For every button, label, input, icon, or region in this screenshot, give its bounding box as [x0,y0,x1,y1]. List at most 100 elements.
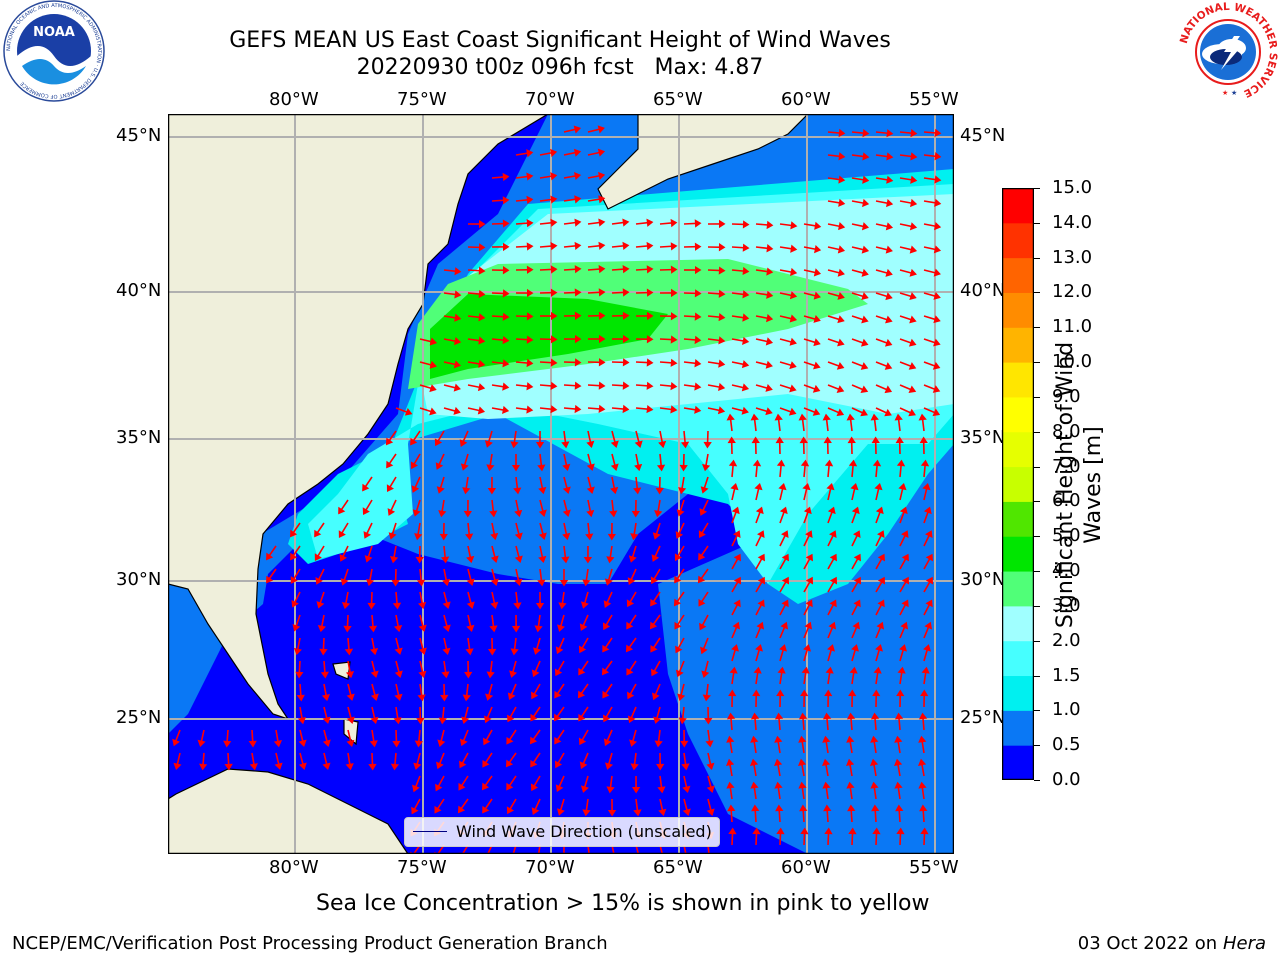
wave-direction-arrow [412,844,421,854]
wave-direction-arrowhead [578,667,586,676]
wave-direction-arrowhead [478,313,486,322]
wave-direction-arrowhead [538,555,547,564]
wave-direction-arrowhead [550,172,558,181]
wave-direction-arrowhead [574,171,582,181]
wave-direction-arrowhead [466,624,475,633]
wave-direction-arrowhead [780,621,789,630]
map-lat-labels-left-0: 45°N [116,125,162,146]
wave-direction-arrowhead [626,621,634,630]
wave-direction-arrowhead [314,553,322,561]
wave-direction-arrowhead [657,786,666,794]
wave-direction-arrowhead [478,219,486,229]
wave-direction-arrowhead [626,667,634,676]
wave-direction-arrowhead [901,553,909,562]
wave-direction-arrowhead [829,599,837,608]
wave-direction-arrowhead [885,222,894,231]
wave-direction-arrowhead [670,335,678,344]
wave-direction-arrowhead [538,509,547,517]
colorbar-tick [1034,222,1040,224]
footer-date: 03 Oct 2022 on [1077,933,1223,954]
wave-direction-arrowhead [751,436,760,444]
wave-direction-arrowhead [774,735,783,743]
colorbar-segment [1002,571,1034,607]
wave-direction-arrowhead [610,463,619,471]
wave-direction-arrowhead [346,739,355,748]
wave-direction-arrowhead [742,313,750,322]
wave-direction-arrowhead [755,644,763,652]
wave-direction-arrowhead [502,335,510,345]
wave-direction-arrowhead [910,175,918,184]
wave-direction-arrowhead [561,441,570,449]
wave-direction-arrowhead [394,625,403,633]
wave-direction-arrowhead [622,358,630,367]
colorbar-tick-label: 8.0 [1052,420,1081,442]
wave-direction-arrowhead [598,404,606,413]
wave-direction-arrowhead [416,579,426,587]
wave-direction-arrowhead [752,459,762,467]
wave-direction-arrowhead [726,712,736,720]
wave-direction-arrowhead [829,530,837,538]
wave-direction-arrowhead [414,533,423,541]
wave-direction-arrowhead [598,218,606,227]
wave-direction-arrowhead [466,601,475,609]
wave-direction-arrowhead [537,464,546,472]
wave-direction-arrowhead [490,601,499,610]
wave-direction-arrowhead [718,219,726,229]
wave-direction-arrowhead [598,171,606,180]
wave-direction-arrowhead [700,486,709,494]
wave-direction-arrowhead [387,508,396,516]
wave-direction-arrowhead [453,383,461,392]
wave-direction-arrowhead [578,713,586,722]
wave-direction-arrowhead [918,735,927,743]
colorbar-segment [1002,501,1034,537]
wave-direction-arrowhead [933,291,941,300]
wave-direction-arrowhead [562,532,571,541]
wave-direction-arrowhead [462,487,471,495]
wave-direction-arrowhead [502,312,510,321]
wave-direction-arrowhead [872,689,881,697]
colorbar-tick-label: 7.0 [1052,455,1081,477]
wave-direction-arrowhead [490,555,499,563]
map-lat-labels-right-3: 30°N [960,569,1006,590]
wave-direction-arrowhead [653,716,662,724]
map-lat-labels-right-0: 45°N [960,125,1006,146]
wave-direction-arrowhead [412,509,421,517]
wave-direction-arrowhead [877,530,885,538]
wave-direction-arrowhead [483,737,491,746]
wave-direction-arrowhead [694,405,702,414]
wave-direction-arrowhead [559,579,569,587]
wave-direction-arrowhead [197,739,206,748]
wave-direction-arrowhead [550,148,558,158]
wave-direction-arrowhead [899,506,908,515]
wave-direction-arrowhead [538,486,547,495]
wave-direction-arrowhead [918,413,927,421]
wave-direction-arrowhead [699,622,707,631]
wave-direction-arrowhead [789,314,798,323]
wave-direction-arrowhead [670,312,678,321]
wave-direction-arrowhead [700,646,708,655]
wave-direction-arrowhead [750,735,759,743]
wave-direction-arrowhead [363,531,372,539]
wave-direction-arrowhead [885,245,893,254]
wave-direction-arrowhead [909,292,917,301]
wave-direction-arrowhead [776,459,786,467]
wave-direction-arrowhead [908,408,916,417]
wave-direction-arrowhead [478,243,486,252]
wave-direction-arrowhead [872,827,881,835]
wave-direction-arrowhead [440,694,449,702]
wave-direction-arrowhead [530,759,538,768]
wave-direction-arrowhead [802,482,811,491]
wave-direction-arrowhead [490,578,499,586]
colorbar-segment [1002,292,1034,328]
wave-direction-arrowhead [886,129,894,138]
wave-direction-arrowhead [875,644,883,652]
colorbar-segment [1002,710,1034,746]
wave-direction-arrowhead [603,714,611,723]
wave-direction-arrowhead [478,359,486,368]
wave-direction-arrowhead [777,666,786,674]
wave-direction-arrowhead [502,242,510,252]
colorbar-tick [1034,605,1040,607]
wave-direction-arrowhead [813,361,821,370]
wave-direction-arrowhead [870,781,879,789]
wave-direction-arrowhead [670,265,678,274]
